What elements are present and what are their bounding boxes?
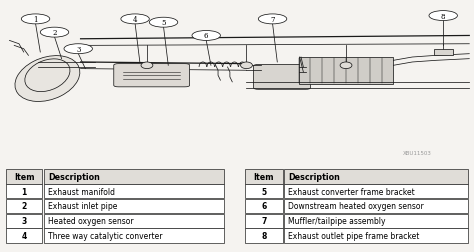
FancyBboxPatch shape bbox=[44, 170, 224, 184]
FancyBboxPatch shape bbox=[44, 184, 224, 199]
Circle shape bbox=[149, 18, 178, 28]
Ellipse shape bbox=[240, 63, 252, 69]
FancyBboxPatch shape bbox=[284, 170, 468, 184]
Circle shape bbox=[192, 31, 220, 41]
Text: Exhaust converter frame bracket: Exhaust converter frame bracket bbox=[288, 187, 415, 196]
Text: 6: 6 bbox=[261, 201, 266, 210]
Text: 4: 4 bbox=[21, 231, 27, 240]
Text: 1: 1 bbox=[21, 187, 27, 196]
Text: 3: 3 bbox=[21, 216, 27, 225]
FancyBboxPatch shape bbox=[245, 170, 283, 184]
FancyBboxPatch shape bbox=[44, 228, 224, 243]
Ellipse shape bbox=[15, 56, 80, 102]
Text: Muffler/tailpipe assembly: Muffler/tailpipe assembly bbox=[288, 216, 386, 225]
Text: XBU11503: XBU11503 bbox=[403, 150, 432, 155]
Circle shape bbox=[429, 12, 457, 21]
FancyBboxPatch shape bbox=[44, 214, 224, 228]
FancyBboxPatch shape bbox=[254, 65, 310, 90]
FancyBboxPatch shape bbox=[6, 184, 42, 199]
Text: Heated oxygen sensor: Heated oxygen sensor bbox=[48, 216, 134, 225]
Text: 2: 2 bbox=[52, 29, 57, 37]
FancyBboxPatch shape bbox=[284, 214, 468, 228]
Text: 7: 7 bbox=[270, 16, 275, 24]
Ellipse shape bbox=[141, 63, 153, 69]
Text: Downstream heated oxygen sensor: Downstream heated oxygen sensor bbox=[288, 201, 424, 210]
FancyBboxPatch shape bbox=[245, 184, 283, 199]
FancyBboxPatch shape bbox=[284, 199, 468, 213]
Ellipse shape bbox=[340, 63, 352, 69]
Text: 4: 4 bbox=[133, 16, 137, 24]
Text: Item: Item bbox=[254, 172, 274, 181]
Text: Exhaust manifold: Exhaust manifold bbox=[48, 187, 115, 196]
FancyBboxPatch shape bbox=[6, 199, 42, 213]
FancyBboxPatch shape bbox=[245, 228, 283, 243]
FancyBboxPatch shape bbox=[284, 184, 468, 199]
Text: 8: 8 bbox=[261, 231, 266, 240]
Text: 5: 5 bbox=[261, 187, 266, 196]
Circle shape bbox=[21, 15, 50, 25]
Text: 2: 2 bbox=[21, 201, 27, 210]
FancyBboxPatch shape bbox=[6, 228, 42, 243]
Text: 3: 3 bbox=[76, 46, 81, 53]
Circle shape bbox=[121, 15, 149, 25]
FancyBboxPatch shape bbox=[6, 170, 42, 184]
Text: Description: Description bbox=[48, 172, 100, 181]
Text: Three way catalytic converter: Three way catalytic converter bbox=[48, 231, 163, 240]
Text: Description: Description bbox=[288, 172, 340, 181]
Text: 7: 7 bbox=[261, 216, 266, 225]
Circle shape bbox=[40, 28, 69, 38]
FancyBboxPatch shape bbox=[44, 199, 224, 213]
FancyBboxPatch shape bbox=[284, 228, 468, 243]
Circle shape bbox=[258, 15, 287, 25]
FancyBboxPatch shape bbox=[245, 199, 283, 213]
Text: 8: 8 bbox=[441, 13, 446, 20]
Circle shape bbox=[64, 45, 92, 54]
Text: Exhaust inlet pipe: Exhaust inlet pipe bbox=[48, 201, 118, 210]
Text: Item: Item bbox=[14, 172, 34, 181]
FancyBboxPatch shape bbox=[299, 58, 393, 84]
FancyBboxPatch shape bbox=[245, 214, 283, 228]
Text: Exhaust outlet pipe frame bracket: Exhaust outlet pipe frame bracket bbox=[288, 231, 419, 240]
Text: 5: 5 bbox=[161, 19, 166, 27]
FancyBboxPatch shape bbox=[6, 214, 42, 228]
Text: 1: 1 bbox=[33, 16, 38, 24]
FancyBboxPatch shape bbox=[114, 64, 190, 87]
FancyBboxPatch shape bbox=[434, 49, 453, 56]
Text: 6: 6 bbox=[204, 32, 209, 40]
